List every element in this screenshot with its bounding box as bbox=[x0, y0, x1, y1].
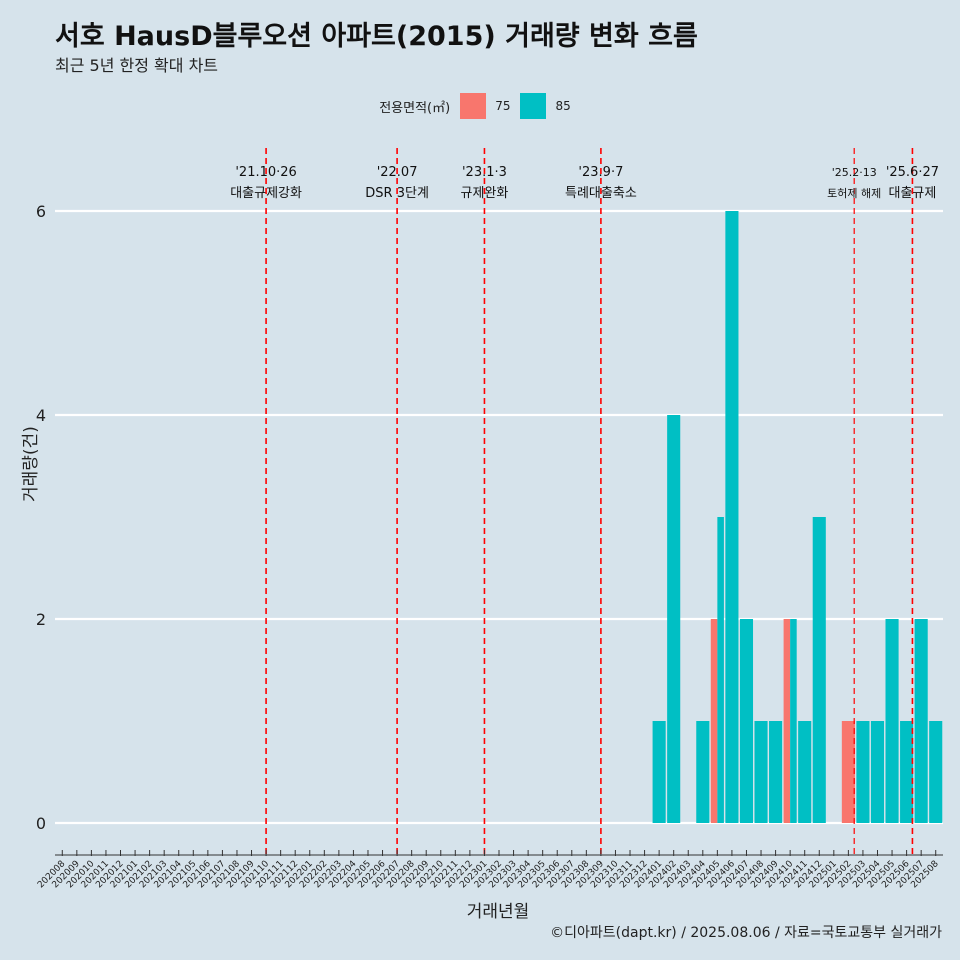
bar-202508-85 bbox=[929, 721, 943, 823]
legend-swatch-85 bbox=[520, 93, 547, 119]
source-caption: ©디아파트(dapt.kr) / 2025.08.06 / 자료=국토교통부 실… bbox=[550, 925, 942, 941]
event-label: 특례대출축소 bbox=[565, 186, 637, 201]
bar-202503-85 bbox=[856, 721, 870, 823]
bar-202408-85 bbox=[754, 721, 768, 823]
event-date: '25.6·27 bbox=[886, 165, 939, 180]
y-tick-label: 6 bbox=[36, 202, 46, 221]
legend-item-85: 85 bbox=[520, 93, 571, 119]
legend-item-75: 75 bbox=[460, 93, 510, 119]
bar-202507-85 bbox=[914, 619, 928, 823]
event-label: 대출규제강화 bbox=[230, 186, 302, 201]
x-axis-label: 거래년월 bbox=[466, 902, 530, 922]
bar-202404-85 bbox=[696, 721, 710, 823]
event-label: 규제완화 bbox=[461, 186, 509, 201]
bar-202407-85 bbox=[739, 619, 754, 823]
bar-202506-85 bbox=[900, 721, 914, 823]
event-date: '25.2·13 bbox=[832, 166, 877, 179]
chart-title: 서호 HausD블루오션 아파트(2015) 거래량 변화 흐름 bbox=[55, 21, 698, 52]
event-label: 토허제 해제 bbox=[827, 186, 881, 200]
bar-202405-75 bbox=[710, 619, 718, 823]
legend-label-85: 85 bbox=[555, 99, 571, 113]
bar-202410-85 bbox=[790, 619, 797, 823]
legend-label-75: 75 bbox=[495, 99, 511, 113]
y-axis-label: 거래량(건) bbox=[21, 426, 41, 502]
bar-202502-75 bbox=[841, 721, 855, 823]
bar-202411-85 bbox=[798, 721, 812, 823]
legend-swatch-75 bbox=[460, 93, 487, 119]
event-date: '22.07 bbox=[377, 165, 418, 180]
bar-202405-85 bbox=[717, 517, 724, 823]
event-date: '21.10·26 bbox=[235, 165, 296, 180]
y-tick-label: 2 bbox=[36, 610, 46, 629]
bar-202406-85 bbox=[725, 211, 739, 823]
legend: 전용면적(㎡) 75 85 bbox=[0, 93, 960, 119]
y-tick-label: 0 bbox=[36, 814, 46, 833]
bar-202410-75 bbox=[783, 619, 791, 823]
legend-title: 전용면적(㎡) bbox=[379, 100, 451, 116]
event-label: 대출규제 bbox=[889, 186, 937, 201]
bar-202402-85 bbox=[667, 415, 681, 823]
bar-202412-85 bbox=[812, 517, 826, 823]
event-date: '23.9·7 bbox=[578, 165, 623, 180]
chart-subtitle: 최근 5년 한정 확대 차트 bbox=[55, 56, 219, 75]
bar-202504-85 bbox=[870, 721, 885, 823]
event-date: '23.1·3 bbox=[462, 165, 507, 180]
event-label: DSR 3단계 bbox=[365, 186, 429, 201]
bar-202401-85 bbox=[652, 721, 666, 823]
bar-202505-85 bbox=[885, 619, 899, 823]
y-tick-label: 4 bbox=[36, 406, 46, 425]
bar-202409-85 bbox=[769, 721, 783, 823]
